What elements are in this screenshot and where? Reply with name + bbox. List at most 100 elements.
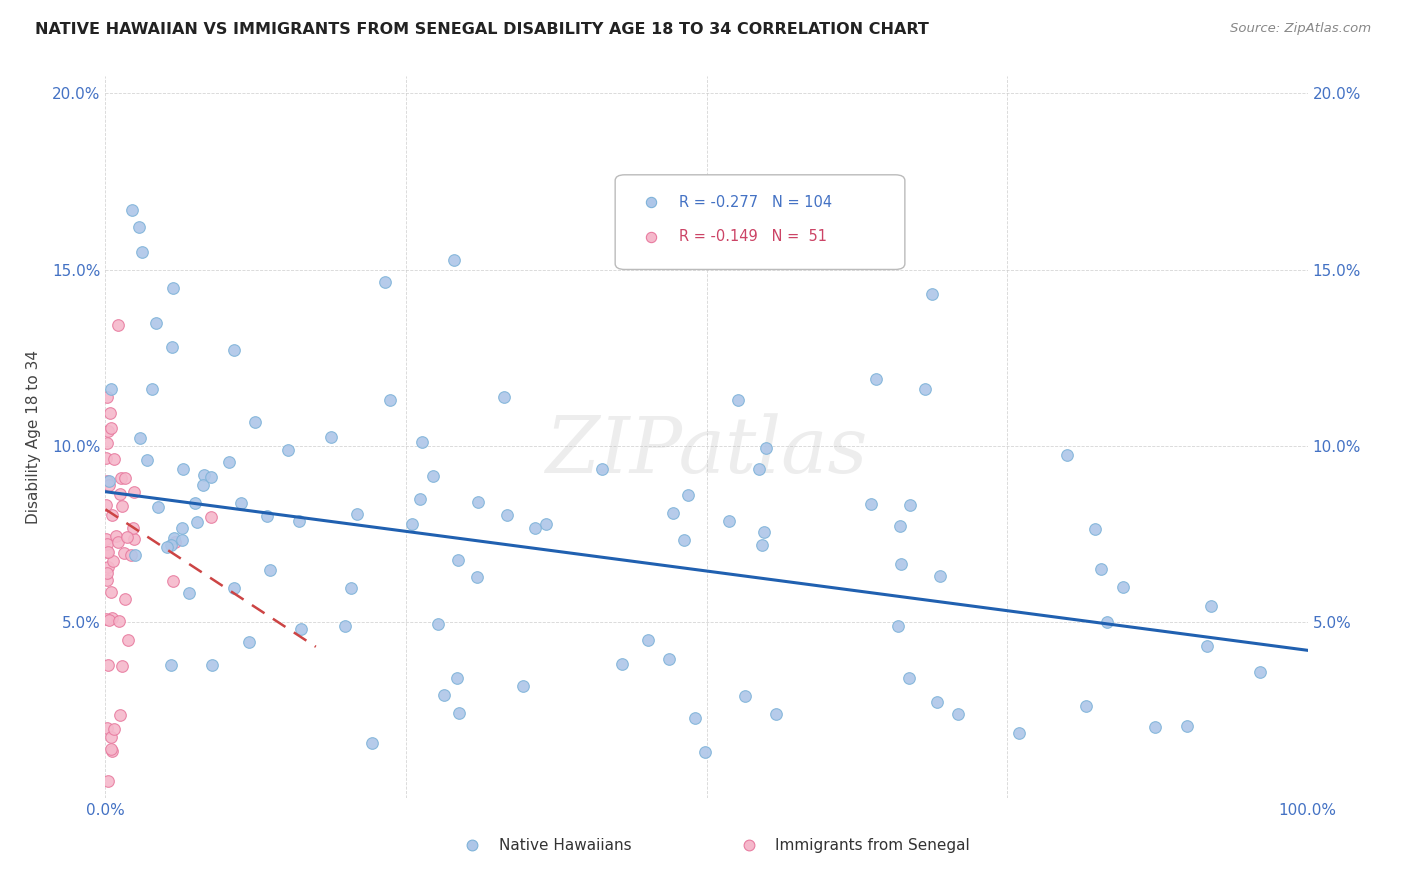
Point xyxy=(929,568,952,582)
Point xyxy=(523,520,546,534)
Point xyxy=(100,744,122,758)
Point xyxy=(145,316,167,330)
Point xyxy=(492,390,515,404)
Point xyxy=(256,508,278,523)
Point xyxy=(433,688,456,702)
Point xyxy=(290,622,312,636)
Point xyxy=(465,570,488,584)
Point xyxy=(110,659,132,673)
Point xyxy=(121,202,143,217)
Point xyxy=(193,468,215,483)
Point xyxy=(191,478,214,492)
Text: R = -0.277   N = 104: R = -0.277 N = 104 xyxy=(679,194,832,210)
Point xyxy=(129,431,152,445)
Point xyxy=(97,613,120,627)
Point xyxy=(117,632,139,647)
Point xyxy=(411,434,433,449)
Point xyxy=(401,517,423,532)
Point xyxy=(97,774,120,789)
Point xyxy=(1084,522,1107,536)
Point xyxy=(637,633,659,648)
Point xyxy=(1175,719,1198,733)
Point xyxy=(1074,699,1097,714)
Text: R = -0.149   N =  51: R = -0.149 N = 51 xyxy=(679,229,827,244)
Point xyxy=(610,657,633,671)
Point xyxy=(1143,720,1166,734)
Point xyxy=(1008,726,1031,740)
Point xyxy=(108,51,131,65)
Point xyxy=(120,548,142,562)
Point xyxy=(156,541,179,555)
Point xyxy=(534,517,557,532)
Point xyxy=(160,538,183,552)
Point xyxy=(360,736,382,750)
Point xyxy=(94,498,117,512)
Point xyxy=(1056,448,1078,462)
Point xyxy=(122,484,145,499)
Point xyxy=(426,616,449,631)
Point xyxy=(108,708,131,723)
Point xyxy=(186,515,208,529)
Point xyxy=(1090,561,1112,575)
Point xyxy=(658,651,681,665)
Point xyxy=(100,731,122,745)
Point xyxy=(96,545,118,559)
Point xyxy=(122,521,145,535)
Point xyxy=(107,535,129,549)
Point xyxy=(259,563,281,577)
Point xyxy=(865,372,887,386)
Point xyxy=(100,382,122,396)
Point xyxy=(103,451,125,466)
Point xyxy=(727,393,749,408)
Point xyxy=(98,478,121,492)
Point xyxy=(422,469,444,483)
Point xyxy=(131,245,153,260)
Point xyxy=(685,711,707,725)
Point xyxy=(101,508,124,523)
Point xyxy=(160,340,183,354)
Point xyxy=(333,619,356,633)
Point xyxy=(170,533,193,548)
Point xyxy=(163,531,186,545)
Point xyxy=(100,611,122,625)
Point xyxy=(693,745,716,759)
Text: Native Hawaiians: Native Hawaiians xyxy=(499,838,631,853)
Point xyxy=(890,557,912,571)
Point xyxy=(222,343,245,358)
Point xyxy=(96,537,118,551)
Point xyxy=(496,508,519,523)
Point xyxy=(177,586,200,600)
Text: Source: ZipAtlas.com: Source: ZipAtlas.com xyxy=(1230,22,1371,36)
Point xyxy=(184,496,207,510)
Point xyxy=(927,695,949,709)
Point xyxy=(243,415,266,429)
Point xyxy=(921,287,943,301)
Point xyxy=(201,658,224,673)
Point xyxy=(97,657,120,672)
Point xyxy=(752,524,775,539)
Text: ZIPatlas: ZIPatlas xyxy=(546,413,868,490)
Point xyxy=(112,546,135,560)
Point xyxy=(146,500,169,514)
Point xyxy=(1095,615,1118,630)
Point xyxy=(111,499,134,513)
Point xyxy=(136,453,159,467)
Y-axis label: Disability Age 18 to 34: Disability Age 18 to 34 xyxy=(27,350,41,524)
Point xyxy=(321,430,343,444)
Point xyxy=(97,559,120,574)
Point xyxy=(96,435,118,450)
Point xyxy=(231,496,253,510)
Point xyxy=(96,566,118,580)
Point xyxy=(200,469,222,483)
Point xyxy=(160,658,183,673)
Point xyxy=(734,689,756,703)
Point xyxy=(107,318,129,332)
Point xyxy=(860,497,883,511)
Point xyxy=(1249,665,1271,679)
Point xyxy=(97,545,120,559)
Point xyxy=(946,707,969,722)
Point xyxy=(200,509,222,524)
Point xyxy=(467,494,489,508)
Point xyxy=(1112,581,1135,595)
Point xyxy=(98,406,121,420)
